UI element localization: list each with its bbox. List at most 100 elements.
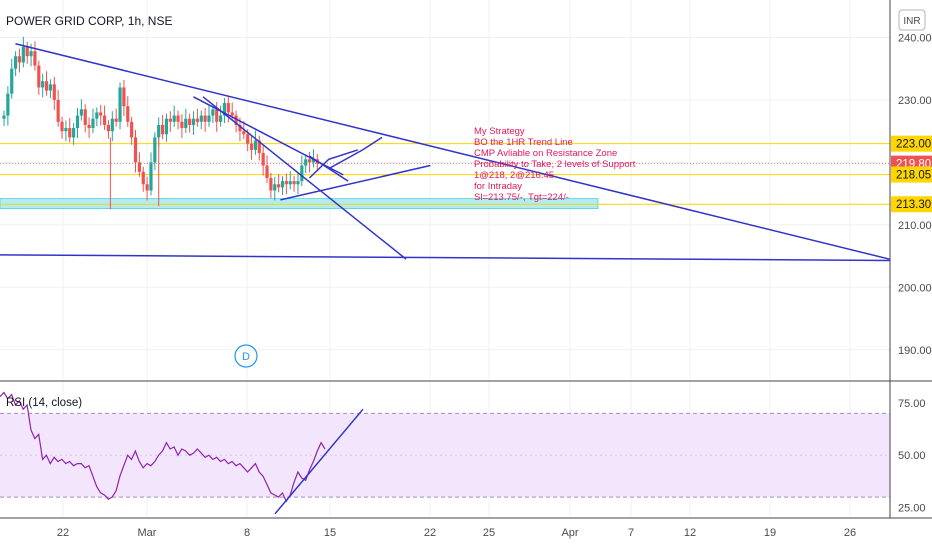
candle [114, 108, 118, 127]
candle [99, 104, 103, 126]
price-tag: 213.30 [891, 196, 932, 213]
strategy-note-line: BO the 1HR Trend Line [474, 137, 573, 148]
candle [95, 107, 99, 127]
candle [21, 36, 25, 68]
main-descending-trendline [15, 42, 890, 260]
rsi-tick-label: 25.00 [898, 503, 926, 515]
candle [164, 113, 169, 142]
currency-badge-box[interactable] [898, 9, 926, 31]
candle-body [48, 84, 53, 91]
candle-body [249, 143, 254, 150]
candle [199, 110, 203, 130]
candle [307, 151, 312, 173]
candle [184, 108, 188, 134]
price-tag: 218.05 [891, 166, 932, 183]
candle-body [44, 81, 49, 91]
candle [296, 173, 300, 195]
candle-body [234, 115, 238, 125]
candle-body [273, 184, 277, 191]
candle-body [122, 87, 126, 107]
candle [249, 136, 254, 160]
candle-body [265, 165, 269, 179]
candle [48, 79, 53, 99]
candle-body [149, 162, 153, 191]
rsi-panel [0, 391, 890, 515]
candle [288, 171, 292, 190]
candle [91, 108, 95, 134]
strategy-note-line: Sl=213.75/-, Tgt=224/- [474, 192, 569, 203]
time-tick-label: 25 [483, 527, 495, 539]
candle-body [277, 184, 281, 188]
candle-body [79, 109, 83, 116]
candle [253, 130, 258, 155]
candle [130, 116, 134, 145]
candle-body [72, 128, 76, 138]
candle-body [253, 140, 258, 150]
time-tick-label: 8 [244, 527, 250, 539]
rsi-title: RSI (14, close) [6, 397, 82, 409]
candle-body [118, 87, 122, 122]
time-tick-label: 26 [844, 527, 856, 539]
candle [153, 132, 157, 170]
candle [168, 111, 172, 132]
candle [33, 41, 37, 71]
currency-badge[interactable]: INR [898, 9, 926, 31]
candle [234, 110, 238, 133]
price-tag-label: 223.00 [896, 139, 931, 151]
candle-body [280, 181, 285, 188]
candle-body [25, 46, 29, 57]
candle-body [83, 109, 87, 125]
candle-body [296, 181, 300, 185]
candle [83, 104, 87, 133]
candle-body [137, 162, 141, 172]
candle-body [126, 106, 130, 122]
candle-body [99, 112, 103, 116]
candle-body [106, 124, 111, 132]
candle-body [180, 121, 184, 129]
dividend-marker-circle[interactable] [234, 344, 258, 368]
candle-body [230, 112, 234, 116]
candle-body [195, 118, 199, 122]
time-axis-ticks: 22 Mar 8 15 22 25 Apr 7 12 19 26 [57, 527, 856, 539]
price-levels [0, 143, 890, 210]
horizontal-support-line [0, 254, 890, 262]
candle [160, 114, 165, 140]
dividend-marker-label: D [242, 351, 250, 363]
candle-body [102, 115, 107, 125]
candle-body [110, 118, 114, 132]
candle [304, 154, 308, 174]
candle-body [164, 118, 169, 135]
trend-drawings [0, 42, 890, 262]
candle [110, 111, 114, 142]
candle [52, 76, 56, 110]
strategy-note-line: Probability to Take, 2 levels of Support [474, 159, 636, 170]
candle [102, 105, 107, 130]
candle [41, 73, 45, 98]
candle [222, 98, 227, 124]
dividend-marker[interactable]: D [234, 344, 258, 368]
candle-body [145, 184, 149, 191]
currency-badge-label: INR [903, 16, 920, 27]
candle [261, 145, 265, 176]
chart-title: POWER GRID CORP, 1h, NSE [6, 14, 172, 28]
candle [133, 129, 138, 173]
candle-body [261, 153, 265, 166]
price-tick-label: 190.00 [898, 345, 932, 357]
candle-body [68, 128, 72, 138]
candle [300, 155, 304, 187]
projected-path-2 [328, 136, 383, 170]
candle [265, 155, 269, 184]
candle-body [75, 115, 80, 129]
candlestick-series [2, 36, 319, 210]
price-tag-label: 218.05 [896, 170, 931, 182]
candle-body [288, 181, 292, 185]
candle-body [257, 140, 261, 154]
time-tick-label: 7 [628, 527, 634, 539]
candle-body [207, 115, 211, 122]
candle-body [284, 181, 288, 185]
time-tick-label: 22 [57, 527, 69, 539]
time-tick-label: 22 [424, 527, 436, 539]
candle-body [114, 118, 118, 122]
candle-body [91, 118, 95, 129]
candle-body [176, 115, 180, 122]
